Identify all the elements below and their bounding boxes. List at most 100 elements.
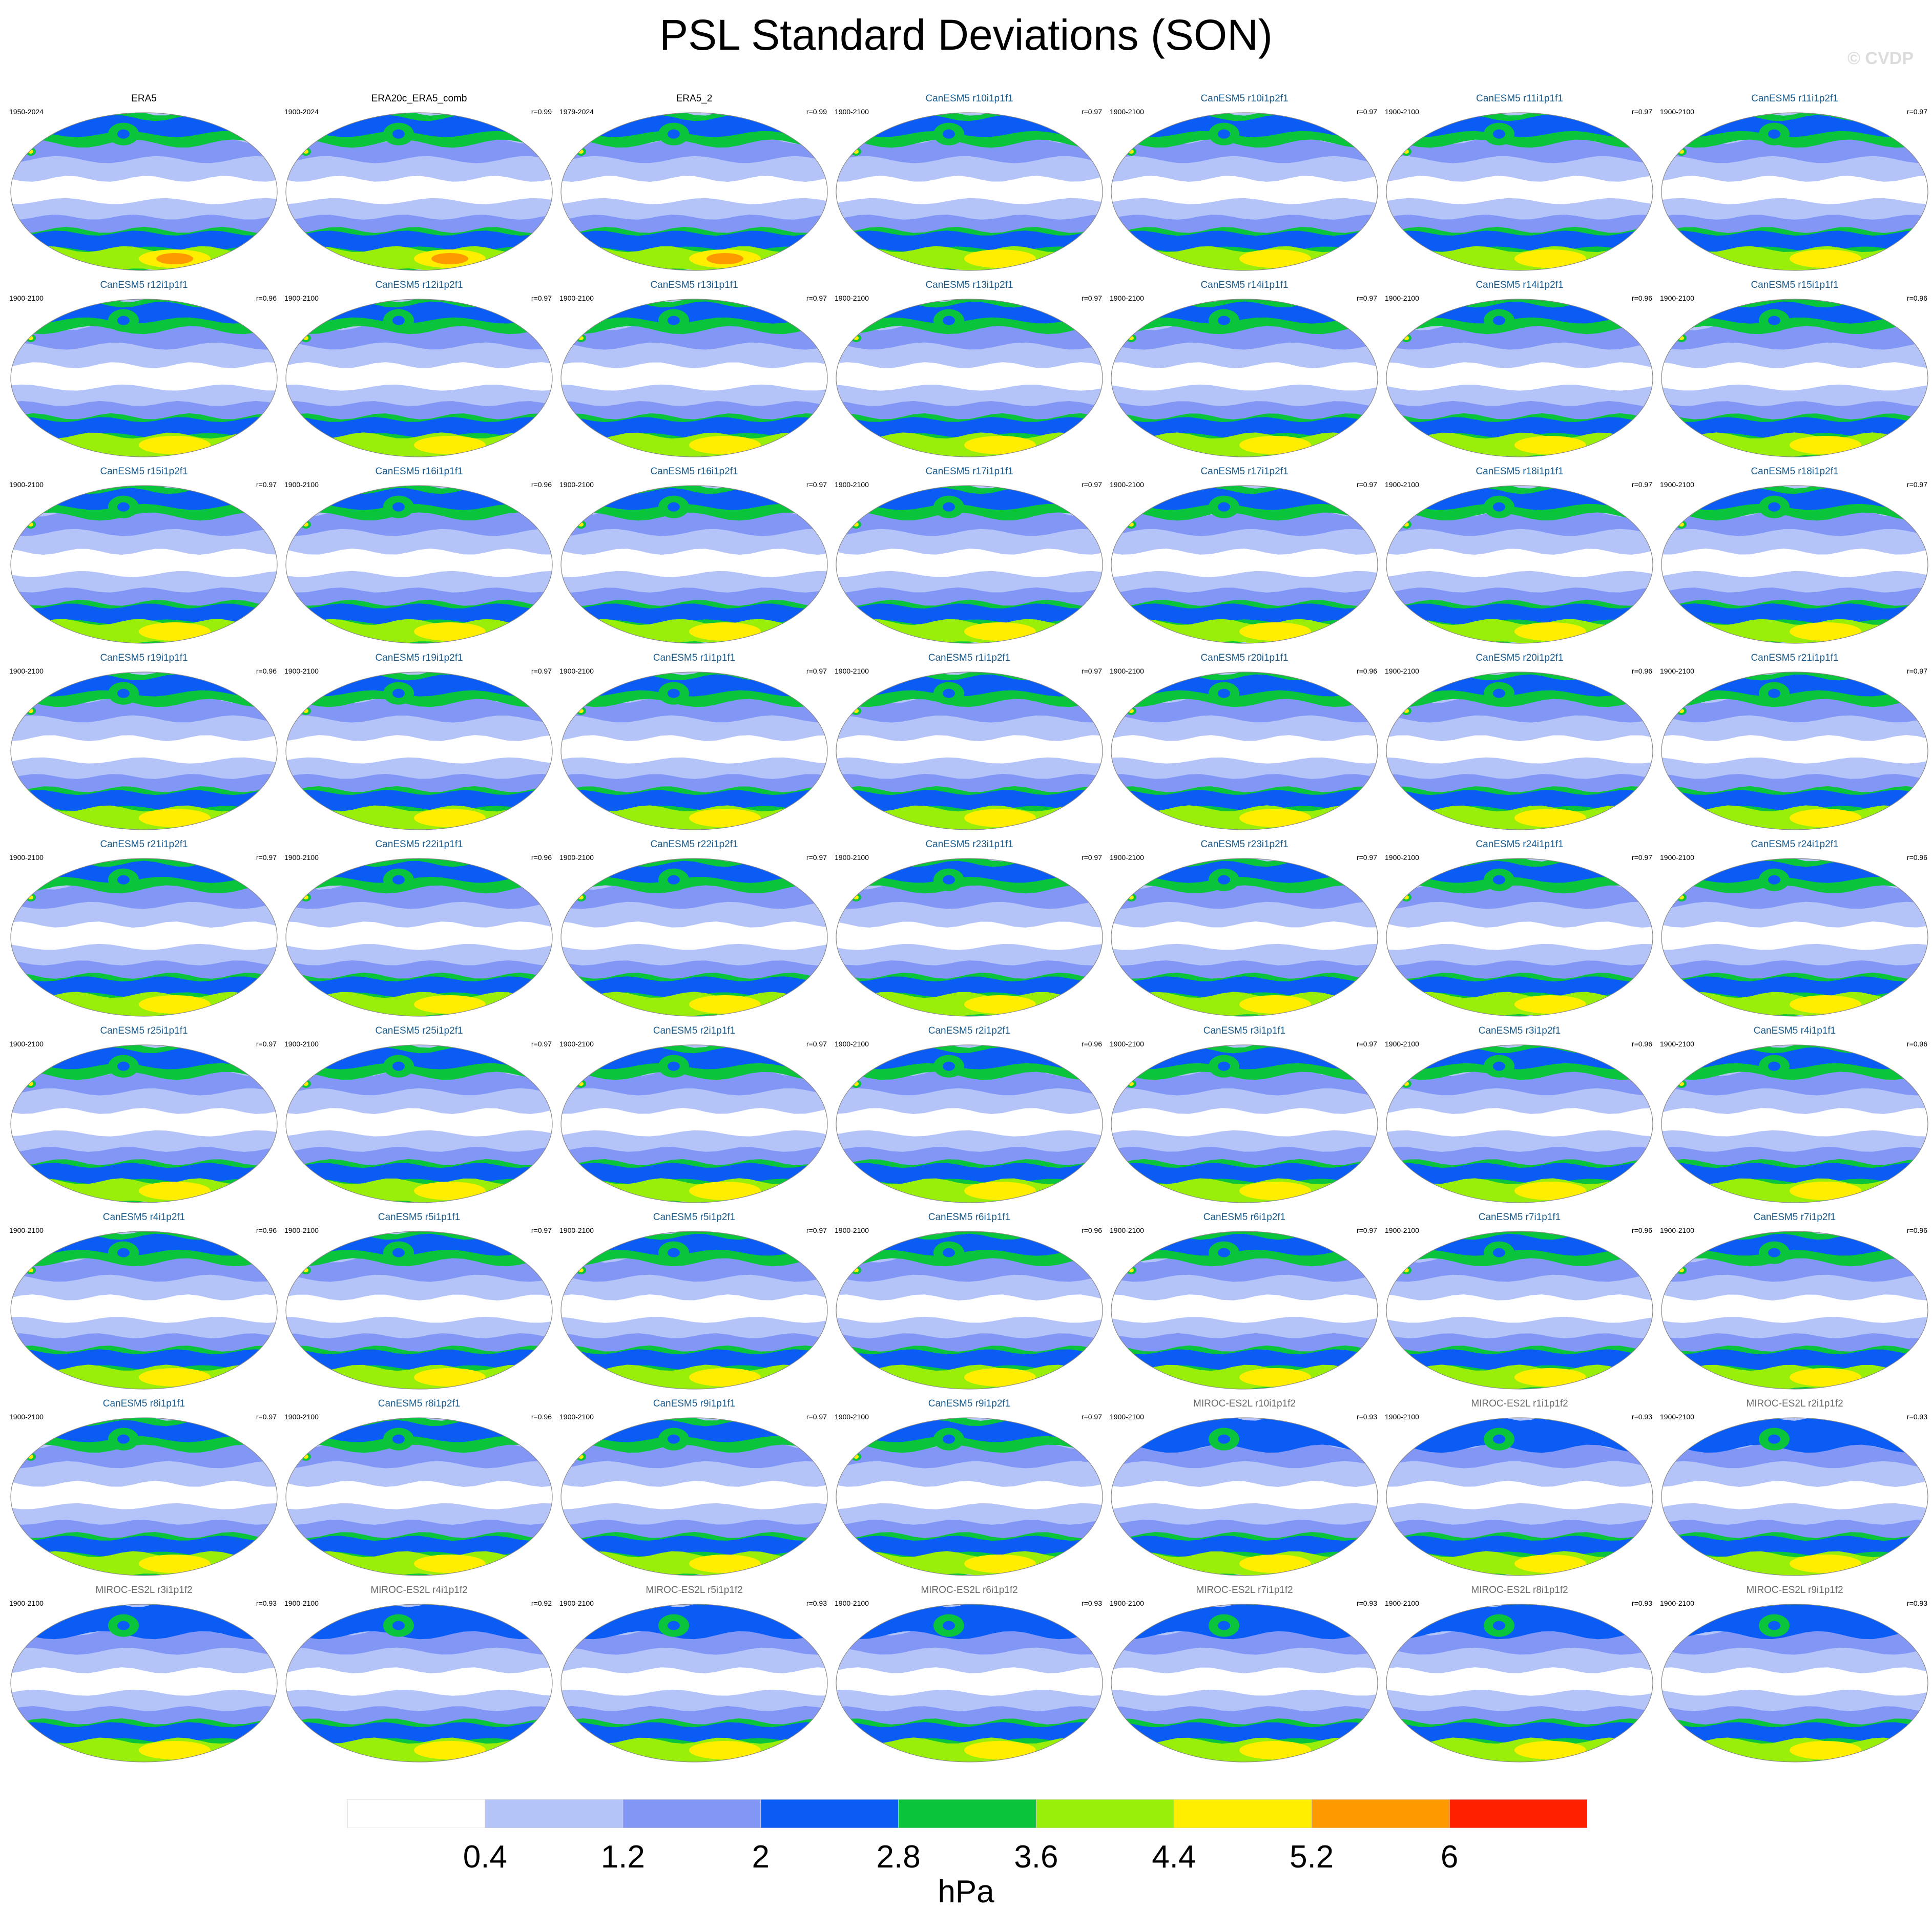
colorbar-tick-label: 6 [1440, 1839, 1459, 1875]
nh-storm-core [286, 1233, 552, 1256]
tropical-minimum-band [1661, 735, 1928, 764]
panel-period: 1900-2100 [1660, 1599, 1694, 1607]
robinson-map [1386, 1231, 1653, 1390]
tropical-minimum-band [1111, 176, 1378, 204]
north-pacific-core [668, 875, 680, 885]
antarctic-maximum [964, 809, 1036, 828]
antarctic-maximum [1239, 436, 1311, 455]
map-panel: CanESM5 r1i1p2f1 1900-2100 r=0.97 [832, 653, 1107, 839]
map-panel: MIROC-ES2L r3i1p1f2 1900-2100 r=0.93 [6, 1585, 282, 1771]
sh-storm-core [11, 790, 277, 811]
panel-period: 1900-2100 [1660, 1040, 1694, 1048]
robinson-map [1661, 299, 1928, 457]
nh-storm-core [1111, 674, 1378, 697]
sh-storm-core [836, 790, 1103, 811]
panel-pattern-correlation: r=0.97 [1081, 1413, 1102, 1421]
antarctic-maximum [964, 1182, 1036, 1201]
north-pacific-core [943, 1061, 955, 1071]
antarctic-maximum [964, 436, 1036, 455]
panel-title: MIROC-ES2L r5i1p1f2 [646, 1585, 743, 1596]
panel-title: CanESM5 r14i1p1f1 [1200, 280, 1289, 290]
map-outline [1661, 1044, 1928, 1203]
north-pacific-core [668, 688, 680, 698]
tropical-minimum-band [1386, 549, 1653, 577]
antarctic-maximum [1239, 1182, 1311, 1201]
north-pacific-core [668, 502, 680, 512]
panel-pattern-correlation: r=0.97 [256, 1040, 277, 1048]
nh-midlat-band [1111, 1069, 1378, 1096]
robinson-map [1661, 671, 1928, 830]
tropical-minimum-band [1386, 1481, 1653, 1509]
map-outline [836, 1604, 1103, 1762]
map-panel: CanESM5 r10i1p2f1 1900-2100 r=0.97 [1107, 93, 1382, 280]
robinson-map [836, 1417, 1103, 1576]
map-panel: CanESM5 r2i1p1f1 1900-2100 r=0.97 [556, 1025, 832, 1212]
panel-title: CanESM5 r8i1p1f1 [102, 1398, 185, 1409]
map-panel: CanESM5 r22i1p1f1 1900-2100 r=0.96 [281, 839, 557, 1025]
antarctic-maximum [1790, 1182, 1861, 1201]
colorbar-swatch [898, 1799, 1037, 1828]
antarctic-maximum [414, 1741, 486, 1760]
antarctic-maximum [1790, 1741, 1861, 1760]
nh-midlat-band [1386, 137, 1653, 163]
antarctic-maximum [689, 1555, 761, 1573]
robinson-map [285, 485, 553, 644]
sh-storm-core [1661, 417, 1928, 438]
map-outline [285, 1417, 553, 1576]
north-pacific-core [1768, 875, 1780, 885]
panel-title: CanESM5 r3i1p1f1 [1203, 1025, 1286, 1036]
robinson-map [1111, 1231, 1378, 1390]
north-pacific-core [1218, 1248, 1230, 1257]
panel-title: CanESM5 r18i1p1f1 [1476, 466, 1564, 477]
sh-storm-core [561, 790, 827, 811]
tropical-minimum-band [11, 549, 277, 577]
map-outline [285, 1231, 553, 1390]
tropical-minimum-band [1111, 735, 1378, 764]
map-panel: CanESM5 r25i1p1f1 1900-2100 r=0.97 [6, 1025, 282, 1212]
map-outline [285, 858, 553, 1017]
north-pacific-core [117, 316, 130, 325]
panel-title: CanESM5 r11i1p1f1 [1476, 93, 1563, 104]
north-pacific-core [1218, 129, 1230, 139]
panel-title: CanESM5 r2i1p1f1 [653, 1025, 736, 1036]
sh-storm-core [561, 230, 827, 252]
panel-title: CanESM5 r17i1p2f1 [1200, 466, 1289, 477]
panel-period: 1900-2100 [835, 294, 869, 302]
antarctic-maximum [964, 995, 1036, 1014]
panel-period: 1900-2100 [559, 1599, 594, 1607]
panel-title: MIROC-ES2L r7i1p1f2 [1196, 1585, 1293, 1596]
panel-period: 1900-2100 [559, 1040, 594, 1048]
north-pacific-core [117, 1061, 130, 1071]
panel-pattern-correlation: r=0.97 [256, 853, 277, 862]
antarctic-maximum [1239, 1555, 1311, 1573]
map-outline [285, 671, 553, 830]
panel-title: MIROC-ES2L r9i1p1f2 [1746, 1585, 1843, 1596]
map-panel: CanESM5 r12i1p1f1 1900-2100 r=0.96 [6, 280, 282, 466]
nh-midlat-band [836, 696, 1103, 723]
tropical-minimum-band [1111, 1667, 1378, 1696]
panel-period: 1900-2100 [284, 1413, 319, 1421]
panel-title: CanESM5 r21i1p1f1 [1751, 653, 1839, 663]
panel-pattern-correlation: r=0.96 [256, 667, 277, 675]
north-pacific-core [943, 875, 955, 885]
panel-period: 1900-2100 [284, 480, 319, 489]
robinson-map [560, 112, 828, 271]
tropical-minimum-band [1661, 1294, 1928, 1323]
map-outline [560, 1231, 828, 1390]
map-outline [1111, 299, 1378, 457]
robinson-map [10, 299, 278, 457]
north-pacific-core [117, 129, 130, 139]
north-pacific-core [668, 1621, 680, 1630]
panel-period: 1900-2100 [1660, 108, 1694, 116]
north-pacific-core [668, 1061, 680, 1071]
panel-title: CanESM5 r24i1p2f1 [1751, 839, 1839, 850]
panel-pattern-correlation: r=0.93 [1081, 1599, 1102, 1607]
colorbar-swatch [1449, 1799, 1587, 1828]
sh-storm-core [561, 1536, 827, 1557]
antarctic-maximum [414, 995, 486, 1014]
panel-period: 1900-2100 [1385, 853, 1419, 862]
panel-pattern-correlation: r=0.93 [806, 1599, 827, 1607]
north-pacific-core [1218, 1434, 1230, 1444]
panel-title: CanESM5 r14i1p2f1 [1476, 280, 1564, 290]
panel-period: 1900-2100 [1660, 480, 1694, 489]
